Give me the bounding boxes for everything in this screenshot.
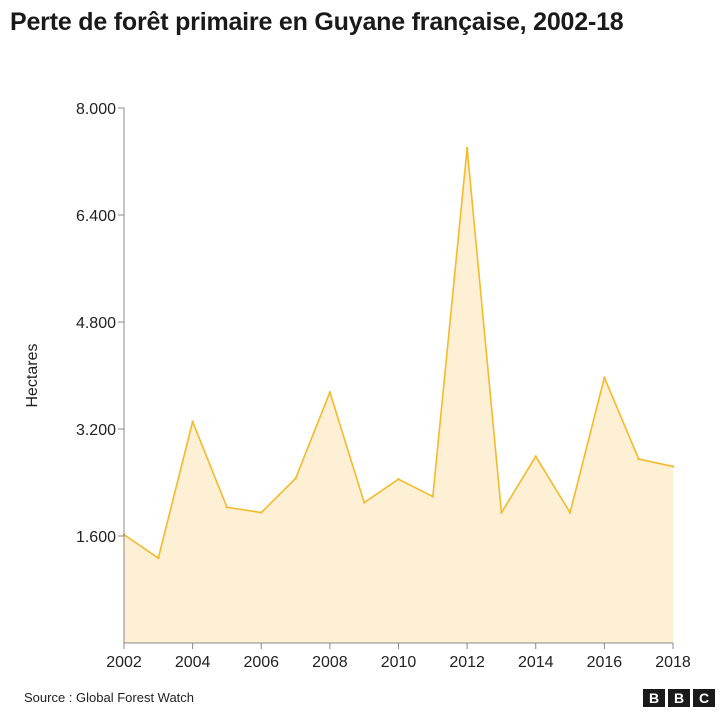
data-point-2006	[260, 511, 263, 514]
data-point-2005	[225, 506, 229, 509]
y-tick-label: 6.400	[76, 208, 116, 225]
data-point-2012	[465, 146, 469, 150]
bbc-logo: B B C	[643, 689, 715, 707]
source-note: Source : Global Forest Watch	[24, 690, 195, 705]
data-point-2010	[397, 477, 400, 481]
data-point-2008	[328, 391, 332, 394]
x-tick-label: 2012	[449, 654, 485, 671]
x-tick-label: 2008	[312, 654, 348, 671]
x-tick-label: 2006	[243, 654, 279, 671]
y-tick-label: 3.200	[76, 422, 116, 439]
y-tick-label: 4.800	[76, 315, 116, 332]
data-point-2016	[603, 376, 606, 379]
data-point-2017	[637, 457, 640, 461]
logo-letter-b1: B	[643, 689, 665, 707]
chart-title: Perte de forêt primaire en Guyane frança…	[10, 8, 624, 36]
area-fill	[124, 148, 673, 643]
y-tick-label: 8.000	[76, 101, 116, 118]
x-tick-label: 2002	[106, 654, 142, 671]
logo-letter-c: C	[693, 689, 715, 707]
x-tick-label: 2004	[175, 654, 211, 671]
logo-letter-b2: B	[668, 689, 690, 707]
y-axis-title: Hectares	[24, 343, 41, 407]
x-tick-label: 2010	[381, 654, 417, 671]
data-point-2007	[294, 477, 297, 480]
x-tick-label: 2018	[655, 654, 691, 671]
x-tick-label: 2016	[587, 654, 623, 671]
data-point-2014	[534, 455, 537, 458]
data-point-2003	[157, 556, 160, 560]
data-point-2004	[191, 420, 194, 423]
data-point-2009	[362, 501, 366, 504]
data-point-2013	[500, 511, 503, 514]
x-tick-label: 2014	[518, 654, 554, 671]
data-point-2018	[671, 465, 675, 468]
data-point-2011	[431, 495, 435, 498]
data-point-2015	[568, 511, 572, 514]
y-tick-label: 1.600	[76, 529, 116, 546]
